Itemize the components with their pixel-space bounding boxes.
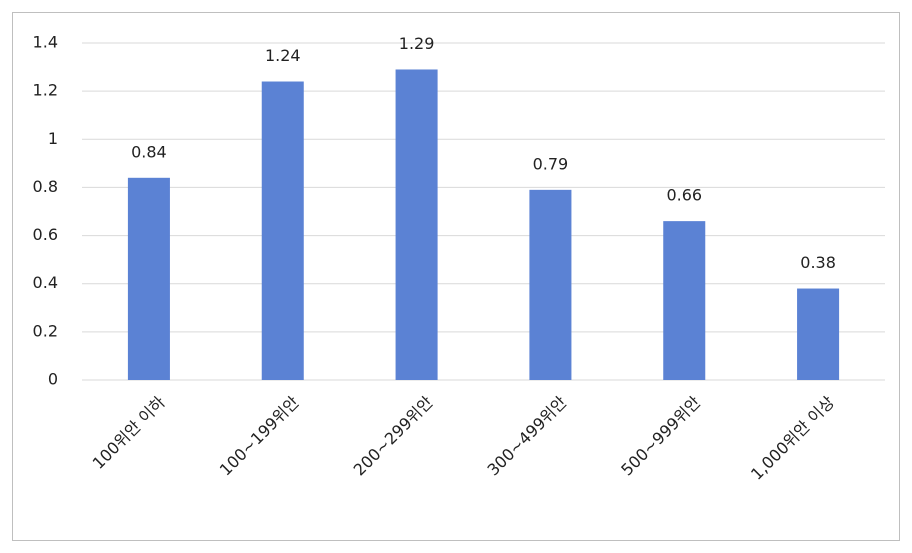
data-label: 0.66 (666, 186, 702, 205)
data-label: 1.24 (265, 46, 301, 65)
bar (663, 221, 706, 380)
bar (529, 189, 572, 380)
bar (127, 177, 170, 380)
data-label: 0.38 (800, 253, 836, 272)
y-tick-label: 1.4 (33, 33, 58, 52)
data-label: 0.79 (533, 154, 569, 173)
y-tick-label: 0.2 (33, 321, 58, 340)
y-tick-label: 1 (48, 129, 58, 148)
data-label: 0.84 (131, 142, 167, 161)
y-tick-label: 1.2 (33, 81, 58, 100)
bar (261, 81, 304, 380)
bar (395, 69, 438, 380)
bar (797, 288, 840, 380)
y-tick-label: 0 (48, 370, 58, 389)
data-label: 1.29 (399, 34, 435, 53)
y-tick-label: 0.4 (33, 273, 58, 292)
y-tick-label: 0.6 (33, 225, 58, 244)
y-tick-label: 0.8 (33, 177, 58, 196)
